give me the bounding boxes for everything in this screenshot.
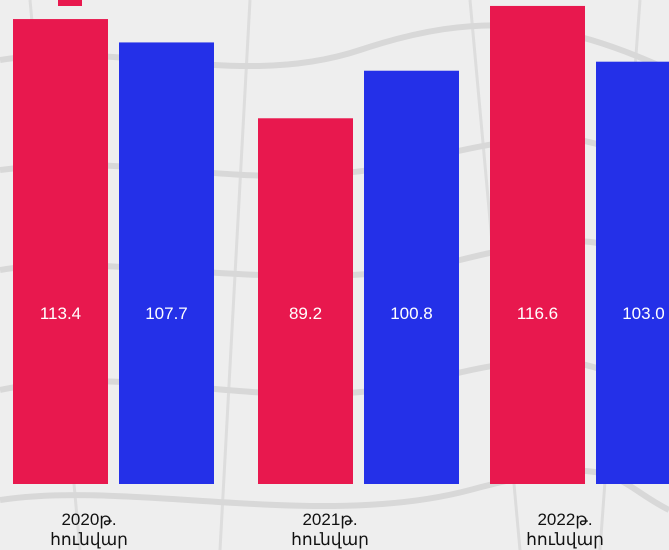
bar-series1-cat3	[490, 5, 585, 484]
category-label-2: 2021թ. հունվար	[270, 510, 390, 550]
data-label-series1-cat1: 113.4	[40, 304, 81, 323]
bar-series1-cat1	[13, 19, 108, 485]
data-label-series1-cat3: 116.6	[517, 304, 558, 323]
data-label-series2-cat3: 103.0	[622, 304, 665, 323]
data-label-series2-cat1: 107.7	[145, 304, 188, 323]
category-month: հունվար	[50, 530, 128, 549]
bars-group	[13, 5, 669, 485]
category-label-3: 2022թ. հունվար	[505, 510, 625, 550]
bar-series2-cat2	[364, 70, 459, 484]
data-labels-group: 113.4 89.2 116.6 107.7 100.8 103.0	[40, 304, 665, 323]
data-label-series2-cat2: 100.8	[390, 304, 433, 323]
data-label-series1-cat2: 89.2	[289, 304, 322, 323]
bar-series2-cat1	[119, 42, 214, 485]
bar-series2-cat3	[596, 61, 669, 484]
category-month: հունվար	[291, 530, 369, 549]
legend-swatch-partial	[58, 0, 82, 6]
bar-series1-cat2	[258, 118, 353, 484]
category-year: 2021թ.	[302, 510, 358, 529]
category-label-1: 2020թ. հունվար	[29, 510, 149, 550]
category-month: հունվար	[526, 530, 604, 549]
category-year: 2020թ.	[61, 510, 117, 529]
category-year: 2022թ.	[537, 510, 593, 529]
